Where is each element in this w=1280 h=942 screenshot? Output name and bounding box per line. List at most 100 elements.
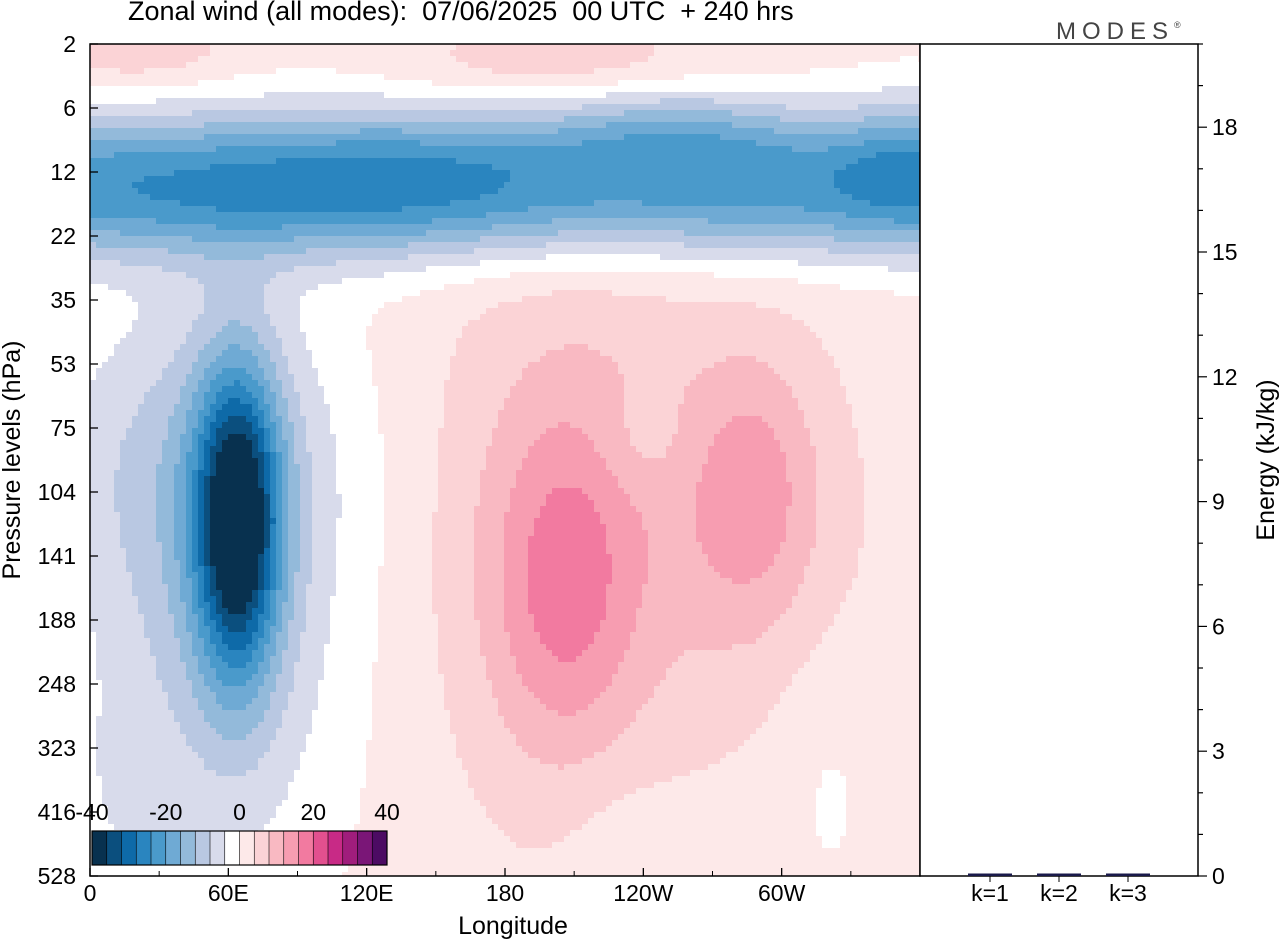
- heatmap-cell: [246, 782, 253, 789]
- heatmap-cell: [174, 188, 181, 195]
- heatmap-cell: [246, 116, 253, 123]
- heatmap-cell: [258, 374, 265, 381]
- heatmap-cell: [108, 134, 115, 141]
- heatmap-cell: [258, 806, 265, 813]
- heatmap-cell: [108, 80, 115, 87]
- heatmap-cell: [90, 602, 97, 609]
- heatmap-cell: [210, 722, 217, 729]
- heatmap-cell: [216, 356, 223, 363]
- heatmap-cell: [156, 110, 163, 117]
- heatmap-cell: [162, 578, 169, 585]
- heatmap-cell: [126, 122, 133, 129]
- heatmap-cell: [252, 368, 259, 375]
- heatmap-cell: [264, 614, 271, 621]
- heatmap-cell: [222, 716, 229, 723]
- heatmap-cell: [198, 128, 205, 135]
- heatmap-cell: [210, 416, 217, 423]
- heatmap-cell: [168, 44, 175, 51]
- heatmap-cell: [96, 770, 103, 777]
- heatmap-cell: [222, 152, 229, 159]
- heatmap-cell: [276, 356, 283, 363]
- heatmap-cell: [198, 398, 205, 405]
- heatmap-cell: [264, 218, 271, 225]
- heatmap-cell: [222, 386, 229, 393]
- heatmap-cell: [162, 98, 169, 105]
- heatmap-cell: [132, 50, 139, 57]
- heatmap-cell: [144, 476, 151, 483]
- heatmap-cell: [150, 416, 157, 423]
- heatmap-cell: [216, 104, 223, 111]
- heatmap-cell: [252, 764, 259, 771]
- heatmap-cell: [234, 626, 241, 633]
- heatmap-cell: [114, 320, 121, 327]
- heatmap-cell: [192, 386, 199, 393]
- heatmap-cell: [108, 74, 115, 81]
- heatmap-cell: [276, 92, 283, 99]
- heatmap-cell: [228, 98, 235, 105]
- heatmap-cell: [204, 332, 211, 339]
- heatmap-cell: [168, 56, 175, 63]
- heatmap-cell: [186, 578, 193, 585]
- heatmap-cell: [288, 134, 295, 141]
- heatmap-cell: [102, 698, 109, 705]
- heatmap-cell: [264, 380, 271, 387]
- heatmap-cell: [138, 368, 145, 375]
- heatmap-cell: [138, 350, 145, 357]
- heatmap-cell: [96, 194, 103, 201]
- heatmap-cell: [156, 386, 163, 393]
- heatmap-cell: [288, 734, 295, 741]
- heatmap-cell: [168, 506, 175, 513]
- heatmap-cell: [150, 188, 157, 195]
- heatmap-cell: [174, 332, 181, 339]
- heatmap-cell: [264, 758, 271, 765]
- heatmap-cell: [240, 752, 247, 759]
- heatmap-cell: [168, 788, 175, 795]
- heatmap-cell: [96, 542, 103, 549]
- heatmap-cell: [90, 146, 97, 153]
- heatmap-cell: [132, 626, 139, 633]
- heatmap-cell: [282, 308, 289, 315]
- heatmap-cell: [192, 194, 199, 201]
- heatmap-cell: [216, 62, 223, 69]
- heatmap-cell: [252, 92, 259, 99]
- heatmap-cell: [300, 242, 307, 249]
- heatmap-cell: [222, 572, 229, 579]
- heatmap-cell: [294, 374, 301, 381]
- heatmap-cell: [216, 116, 223, 123]
- heatmap-cell: [126, 656, 133, 663]
- heatmap-cell: [114, 266, 121, 273]
- heatmap-cell: [222, 488, 229, 495]
- heatmap-cell: [270, 116, 277, 123]
- heatmap-cell: [216, 152, 223, 159]
- heatmap-cell: [216, 98, 223, 105]
- heatmap-cell: [240, 464, 247, 471]
- heatmap-cell: [90, 236, 97, 243]
- heatmap-cell: [126, 200, 133, 207]
- heatmap-cell: [228, 74, 235, 81]
- heatmap-cell: [192, 56, 199, 63]
- heatmap-cell: [222, 614, 229, 621]
- heatmap-cell: [90, 866, 97, 873]
- heatmap-cell: [240, 494, 247, 501]
- heatmap-cell: [198, 542, 205, 549]
- heatmap-cell: [270, 812, 277, 819]
- heatmap-cell: [102, 626, 109, 633]
- heatmap-cell: [282, 194, 289, 201]
- heatmap-cell: [240, 200, 247, 207]
- heatmap-cell: [150, 476, 157, 483]
- heatmap-cell: [90, 716, 97, 723]
- heatmap-cell: [300, 104, 307, 111]
- heatmap-cell: [216, 758, 223, 765]
- heatmap-cell: [294, 320, 301, 327]
- heatmap-cell: [300, 110, 307, 117]
- heatmap-cell: [270, 758, 277, 765]
- heatmap-cell: [204, 74, 211, 81]
- heatmap-cell: [114, 200, 121, 207]
- heatmap-cell: [90, 254, 97, 261]
- heatmap-cell: [210, 164, 217, 171]
- heatmap-cell: [150, 362, 157, 369]
- heatmap-cell: [216, 644, 223, 651]
- heatmap-cell: [186, 434, 193, 441]
- heatmap-cell: [294, 296, 301, 303]
- heatmap-cell: [288, 170, 295, 177]
